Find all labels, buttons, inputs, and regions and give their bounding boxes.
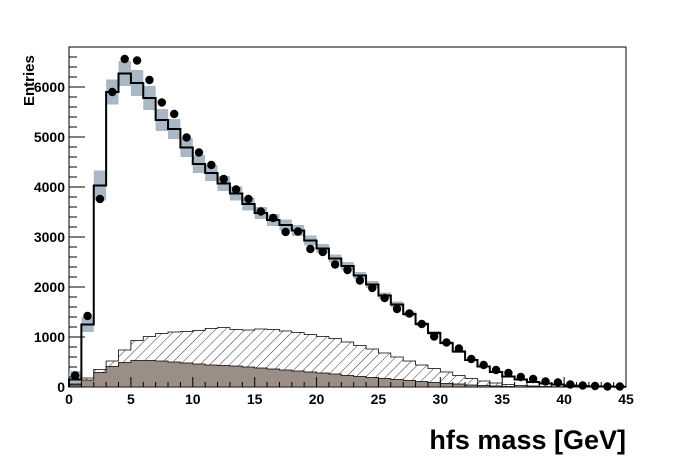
data-point (603, 382, 612, 391)
axes: 0 1000 2000 3000 4000 5000 6000 0 5 10 15 20 25 30 35 4… (34, 46, 634, 407)
total-mc-step (68, 72, 626, 388)
data-point (343, 265, 352, 275)
data-point (244, 194, 253, 204)
x-tick-label: 20 (309, 391, 325, 407)
data-point (516, 372, 525, 382)
data-point (405, 309, 414, 318)
data-point (491, 365, 501, 375)
data-point (132, 56, 142, 65)
data-point (108, 87, 117, 97)
data-point (318, 247, 327, 257)
data-markers (70, 54, 625, 391)
data-point (120, 54, 129, 64)
x-tick-label: 25 (371, 391, 387, 407)
data-point (145, 75, 154, 85)
data-point (417, 319, 426, 329)
data-point (157, 98, 167, 107)
data-point (170, 109, 179, 119)
data-point (256, 207, 266, 216)
data-point (429, 332, 439, 341)
data-point (566, 380, 575, 389)
data-point (615, 382, 625, 391)
data-point (306, 244, 315, 254)
data-point (194, 148, 204, 157)
data-point (578, 381, 587, 390)
x-tick-label: 0 (65, 391, 73, 407)
y-tick-label: 2000 (34, 279, 65, 295)
y-tick-label: 6000 (34, 79, 65, 95)
x-axis-label: hfs mass [GeV] (429, 425, 626, 455)
y-tick-label: 4000 (34, 179, 65, 195)
x-tick-label: 5 (127, 391, 135, 407)
data-point (219, 174, 228, 184)
y-tick-label: 0 (57, 379, 65, 395)
x-tick-label: 10 (185, 391, 201, 407)
data-point (368, 283, 377, 293)
data-point (541, 377, 550, 386)
data-point (504, 368, 513, 378)
data-point (281, 227, 290, 237)
data-point (392, 304, 402, 314)
data-point (380, 293, 389, 303)
y-axis-label: Entries (21, 55, 38, 106)
data-point (95, 194, 105, 204)
data-point (467, 354, 476, 364)
data-point (269, 213, 278, 223)
x-tick-label: 45 (618, 391, 634, 407)
data-point (454, 344, 464, 353)
x-tick-label: 35 (494, 391, 510, 407)
data-point (355, 276, 365, 285)
data-point (479, 360, 488, 370)
x-tick-label: 30 (433, 391, 449, 407)
x-tick-label: 15 (247, 391, 263, 407)
y-tick-label: 1000 (34, 329, 65, 345)
total-mc-line (68, 72, 626, 388)
data-point (231, 185, 241, 194)
data-point (590, 381, 600, 391)
y-tick-label: 5000 (34, 129, 65, 145)
data-point (83, 311, 92, 321)
data-point (330, 260, 340, 269)
data-point (442, 338, 451, 347)
data-point (70, 371, 80, 380)
data-point (207, 160, 216, 170)
y-tick-label: 3000 (34, 229, 65, 245)
data-point (528, 374, 538, 384)
data-point (553, 378, 563, 387)
x-tick-label: 40 (556, 391, 572, 407)
data-point (293, 227, 303, 236)
data-point (182, 133, 191, 142)
